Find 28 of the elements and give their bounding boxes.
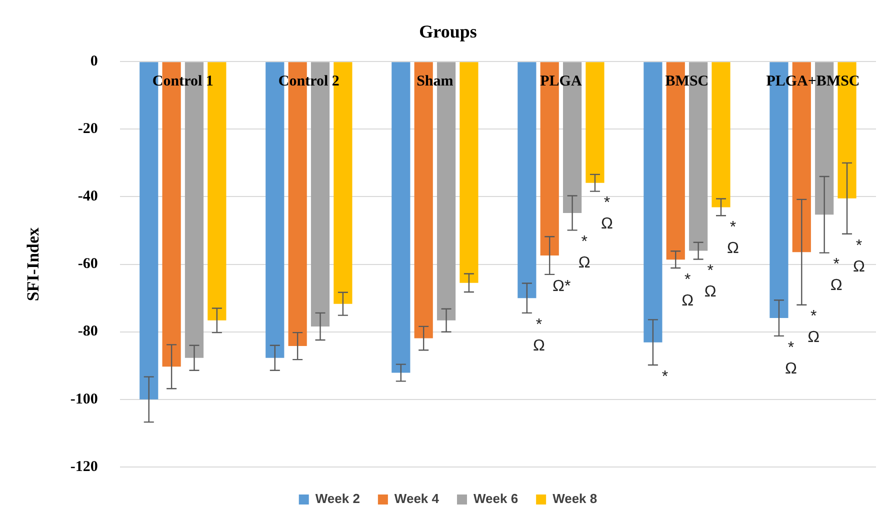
chart-title: Groups — [419, 21, 477, 42]
legend-label: Week 2 — [315, 491, 360, 506]
y-tick-label: -40 — [78, 188, 98, 205]
legend-label: Week 6 — [474, 491, 518, 506]
annotation: Ω* — [552, 278, 571, 295]
legend-label: Week 8 — [552, 491, 598, 506]
annotation: * Ω — [727, 219, 740, 258]
annotation: * Ω — [784, 339, 797, 378]
annotation: * Ω — [704, 262, 716, 301]
x-tick-label: BMSC — [665, 73, 709, 90]
y-tick-label: -60 — [78, 256, 98, 272]
annotation: * Ω — [532, 316, 545, 354]
annotation: * Ω — [682, 271, 694, 310]
x-tick-label: Sham — [416, 73, 454, 90]
annotation: * Ω — [853, 237, 866, 276]
y-tick-label: 0 — [90, 53, 98, 70]
y-tick-label: -80 — [78, 324, 98, 340]
annotation: * Ω — [600, 194, 613, 233]
y-axis-title: SFI-Index — [24, 226, 43, 302]
y-tick-label: -20 — [78, 121, 98, 138]
y-tick-label: -100 — [70, 391, 98, 408]
annotation: * Ω — [578, 234, 590, 272]
annotation: * Ω — [830, 256, 842, 294]
annotation: * Ω — [808, 308, 820, 346]
annotation: * — [662, 368, 668, 386]
legend-label: Week 4 — [394, 491, 440, 506]
x-tick-label: PLGA — [540, 73, 582, 90]
y-tick-label: -120 — [70, 458, 98, 475]
